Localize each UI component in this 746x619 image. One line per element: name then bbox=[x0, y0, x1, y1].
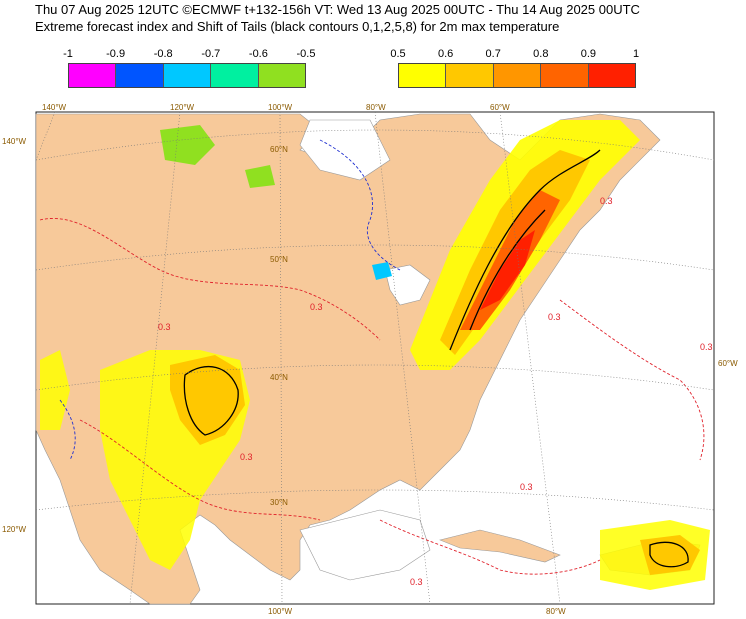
sot-contours bbox=[183, 149, 689, 568]
legend-warm-tick: 0.5 bbox=[390, 48, 406, 60]
lon-label-top: 120°W bbox=[170, 103, 195, 112]
contour-label: 0.3 bbox=[410, 577, 423, 587]
contour-label: 0.3 bbox=[310, 302, 323, 312]
contour-label: 0.3 bbox=[520, 482, 533, 492]
great-lakes bbox=[384, 264, 431, 306]
legend-cold-tick: -0.8 bbox=[153, 48, 173, 60]
lat-label: 30°N bbox=[270, 498, 288, 507]
legend-warm-tick: 0.9 bbox=[580, 48, 597, 60]
parallel-50n bbox=[35, 244, 715, 271]
legend-cold-swatch bbox=[116, 64, 164, 87]
sot-contour-northeast bbox=[449, 149, 601, 351]
legend-cold-swatch bbox=[258, 64, 306, 87]
lon-label-top: 80°W bbox=[366, 103, 386, 112]
dashed-contour-caribbean bbox=[379, 519, 601, 575]
contour-label: 0.3 bbox=[548, 312, 561, 322]
legend-cold-tick: -0.9 bbox=[106, 48, 126, 60]
efi-field-cold-cyan bbox=[372, 262, 392, 280]
legend-warm-tick: 0.8 bbox=[533, 48, 549, 60]
legend-cold-colorbar bbox=[68, 63, 306, 88]
hudson-bay bbox=[299, 119, 391, 181]
efi-dashed-contours-warm bbox=[39, 218, 705, 575]
legend-cold-tick: -1 bbox=[63, 48, 73, 60]
lon-label-top: 60°W bbox=[490, 103, 510, 112]
legend-cold-tick: -0.5 bbox=[296, 48, 316, 60]
parallel-40n bbox=[35, 364, 715, 391]
dashed-contour-west bbox=[39, 218, 381, 341]
dashed-contour-atlantic bbox=[559, 299, 705, 461]
dashed-contour-south bbox=[79, 419, 321, 521]
lat-label: 60°N bbox=[270, 145, 288, 154]
edge-label-left: 120°W bbox=[2, 525, 27, 534]
parallel-30n bbox=[35, 489, 715, 511]
lon-label-top: 140°W bbox=[42, 103, 67, 112]
legend-cold-ticks: -1 -0.9 -0.8 -0.7 -0.6 -0.5 bbox=[63, 48, 315, 62]
legend-warm-swatch bbox=[588, 64, 636, 87]
lat-label: 50°N bbox=[270, 255, 288, 264]
contour-label: 0.3 bbox=[600, 196, 613, 206]
legend-warm-tick: 0.6 bbox=[437, 48, 454, 60]
efi-field-caribbean-orange bbox=[640, 535, 700, 575]
efi-field-northeast-core bbox=[480, 230, 535, 310]
contour-label: 0.3 bbox=[240, 452, 253, 462]
sot-contour-caribbean bbox=[649, 541, 689, 568]
legend-warm-colorbar bbox=[398, 63, 636, 88]
legend-warm-swatch bbox=[493, 64, 542, 87]
efi-field-cold-green-1 bbox=[160, 125, 215, 165]
legend-cold-tick: -0.7 bbox=[201, 48, 221, 60]
lon-label-top: 100°W bbox=[268, 103, 293, 112]
legend-warm-ticks: 0.5 0.6 0.7 0.8 0.9 1 bbox=[390, 48, 640, 62]
sot-contour-northeast-inner bbox=[469, 209, 546, 331]
legend-warm-tick: 0.7 bbox=[485, 48, 501, 60]
efi-map: 140°W 120°W 100°W 80°W 60°W 100°W 80°W 6… bbox=[2, 103, 738, 616]
legend-cold-swatch bbox=[163, 64, 212, 87]
contour-label: 0.3 bbox=[158, 322, 171, 332]
cuba-land bbox=[439, 529, 561, 563]
lon-label-bottom: 100°W bbox=[268, 607, 293, 616]
graticule bbox=[35, 111, 715, 605]
legend-warm: 0.5 0.6 0.7 0.8 0.9 1 bbox=[390, 48, 640, 88]
legend-warm-swatch bbox=[399, 64, 447, 87]
legend-cold-tick: -0.6 bbox=[248, 48, 268, 60]
dashed-contour-cold-pacific bbox=[59, 399, 76, 461]
efi-field-cold-green-2 bbox=[245, 165, 275, 188]
legend-warm-tick: 1 bbox=[632, 48, 640, 60]
chart-title-line1: Thu 07 Aug 2025 12UTC ©ECMWF t+132-156h … bbox=[35, 2, 640, 17]
efi-dashed-contours-cold bbox=[59, 139, 401, 461]
parallel-60n bbox=[35, 129, 715, 161]
chart-title-line2: Extreme forecast index and Shift of Tail… bbox=[35, 19, 560, 34]
lon-label-bottom: 80°W bbox=[546, 607, 566, 616]
edge-label-right: 60°W bbox=[718, 359, 738, 368]
gulf-of-mexico bbox=[299, 509, 431, 581]
legend-cold-swatch bbox=[211, 64, 259, 87]
efi-field-gulf-yellow bbox=[40, 350, 70, 430]
legend-cold: -1 -0.9 -0.8 -0.7 -0.6 -0.5 bbox=[63, 48, 315, 88]
edge-label-left: 140°W bbox=[2, 137, 27, 146]
meridian-100w bbox=[279, 111, 283, 605]
legend-cold-swatch bbox=[69, 64, 117, 87]
contour-label: 0.3 bbox=[700, 342, 713, 352]
legend-warm-swatch bbox=[446, 64, 494, 87]
lat-label: 40°N bbox=[270, 373, 288, 382]
sot-contour-west bbox=[183, 366, 239, 436]
legend-warm-swatch bbox=[541, 64, 589, 87]
